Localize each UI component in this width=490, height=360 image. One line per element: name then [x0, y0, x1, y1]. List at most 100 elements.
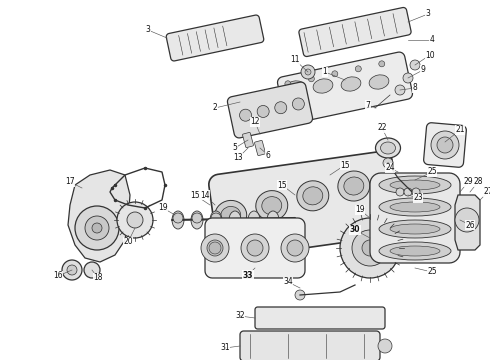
Ellipse shape — [390, 180, 440, 190]
Polygon shape — [255, 307, 385, 329]
Ellipse shape — [390, 202, 440, 212]
Text: 23: 23 — [413, 194, 423, 202]
Text: 12: 12 — [250, 117, 260, 126]
Ellipse shape — [210, 211, 222, 229]
Polygon shape — [277, 52, 413, 124]
Ellipse shape — [221, 206, 241, 224]
Ellipse shape — [379, 176, 451, 194]
Text: 15: 15 — [340, 161, 350, 170]
Circle shape — [383, 158, 393, 168]
Ellipse shape — [285, 81, 305, 95]
Text: 3: 3 — [425, 9, 430, 18]
Ellipse shape — [390, 246, 440, 256]
Polygon shape — [370, 173, 460, 263]
Text: 4: 4 — [430, 36, 435, 45]
Circle shape — [412, 188, 420, 196]
Circle shape — [378, 339, 392, 353]
Circle shape — [67, 265, 77, 275]
Ellipse shape — [341, 77, 361, 91]
Circle shape — [352, 230, 388, 266]
Text: 18: 18 — [93, 274, 103, 283]
Text: 10: 10 — [425, 50, 435, 59]
Text: 29: 29 — [463, 177, 473, 186]
Text: 27: 27 — [483, 188, 490, 197]
Polygon shape — [424, 123, 466, 167]
Circle shape — [379, 61, 385, 67]
Circle shape — [431, 131, 459, 159]
Circle shape — [455, 208, 479, 232]
Circle shape — [403, 73, 413, 83]
Polygon shape — [209, 152, 401, 258]
Text: 24: 24 — [385, 163, 395, 172]
Circle shape — [173, 213, 183, 223]
Text: 17: 17 — [65, 177, 75, 186]
Polygon shape — [243, 132, 253, 148]
Circle shape — [192, 213, 202, 223]
Ellipse shape — [262, 197, 282, 215]
Polygon shape — [205, 218, 305, 278]
Polygon shape — [299, 8, 411, 57]
Circle shape — [287, 240, 303, 256]
Polygon shape — [166, 15, 264, 61]
Ellipse shape — [313, 79, 333, 93]
Circle shape — [62, 260, 82, 280]
Circle shape — [355, 66, 361, 72]
Ellipse shape — [338, 171, 370, 201]
Text: 2: 2 — [213, 104, 218, 112]
Circle shape — [340, 218, 400, 278]
Circle shape — [92, 223, 102, 233]
Text: 28: 28 — [473, 177, 483, 186]
Text: 5: 5 — [233, 144, 238, 153]
Text: 26: 26 — [465, 220, 475, 230]
Text: 19: 19 — [355, 206, 365, 215]
Circle shape — [275, 102, 287, 114]
Ellipse shape — [379, 198, 451, 216]
Text: 11: 11 — [290, 55, 300, 64]
Circle shape — [437, 137, 453, 153]
Circle shape — [281, 234, 309, 262]
Ellipse shape — [229, 211, 241, 229]
Circle shape — [332, 71, 338, 77]
Circle shape — [117, 202, 153, 238]
Ellipse shape — [375, 138, 400, 158]
Circle shape — [207, 240, 223, 256]
Circle shape — [240, 109, 251, 121]
Circle shape — [127, 212, 143, 228]
Ellipse shape — [248, 211, 260, 229]
Circle shape — [293, 98, 304, 110]
Polygon shape — [254, 140, 266, 156]
Polygon shape — [455, 195, 480, 250]
Circle shape — [84, 262, 100, 278]
Text: 21: 21 — [455, 126, 465, 135]
Text: 9: 9 — [420, 66, 425, 75]
Polygon shape — [68, 170, 130, 262]
Circle shape — [395, 85, 405, 95]
Polygon shape — [227, 82, 313, 138]
Ellipse shape — [267, 211, 279, 229]
Text: 16: 16 — [53, 271, 63, 280]
Circle shape — [308, 76, 315, 82]
Ellipse shape — [215, 201, 246, 230]
Circle shape — [257, 105, 269, 117]
Ellipse shape — [379, 220, 451, 238]
Text: 6: 6 — [266, 150, 270, 159]
Text: 7: 7 — [366, 100, 370, 109]
Circle shape — [285, 81, 291, 87]
Text: 33: 33 — [243, 270, 253, 279]
Text: 25: 25 — [427, 167, 437, 176]
Text: 30: 30 — [350, 225, 360, 234]
Text: 15: 15 — [190, 190, 200, 199]
Circle shape — [201, 234, 229, 262]
Circle shape — [241, 234, 269, 262]
Text: 34: 34 — [283, 278, 293, 287]
Text: 1: 1 — [322, 68, 327, 77]
Circle shape — [211, 213, 221, 223]
Text: 3: 3 — [146, 26, 150, 35]
Ellipse shape — [303, 187, 323, 205]
Circle shape — [396, 188, 404, 196]
Circle shape — [362, 240, 378, 256]
Circle shape — [305, 69, 311, 75]
Text: 8: 8 — [413, 84, 417, 93]
Ellipse shape — [344, 177, 364, 195]
Ellipse shape — [256, 190, 288, 221]
